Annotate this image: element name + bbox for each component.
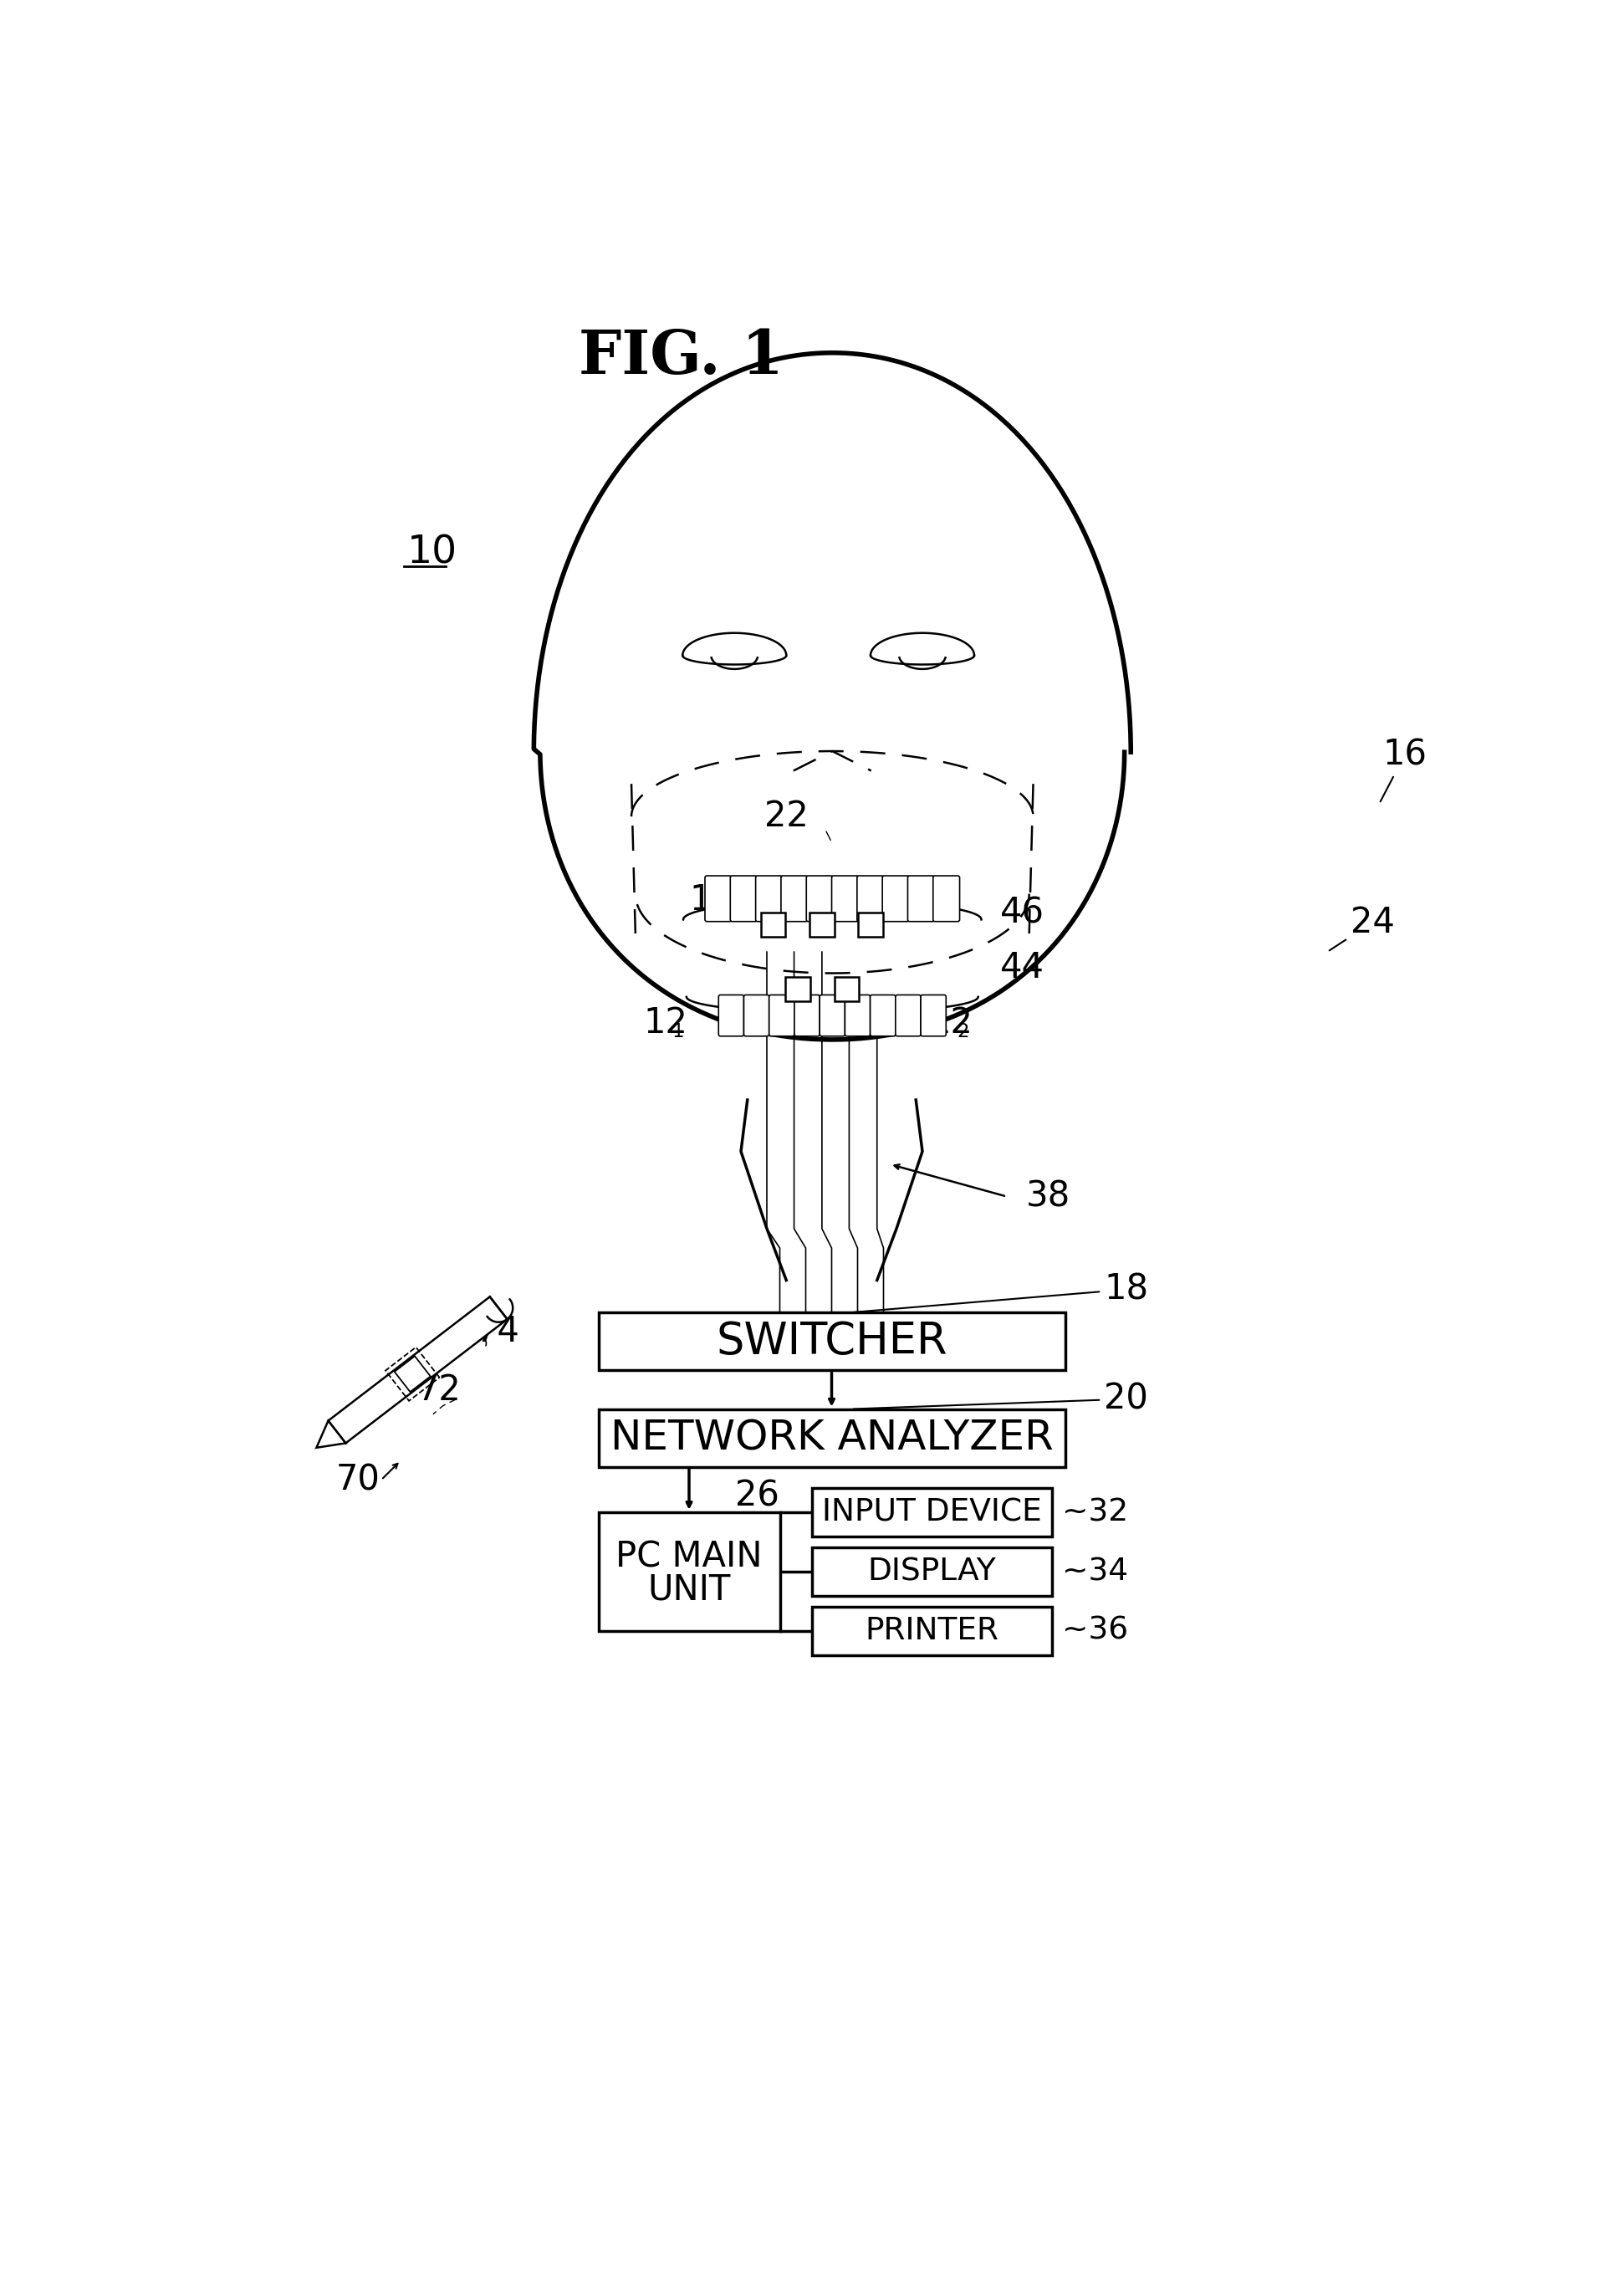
Text: 3: 3 xyxy=(867,900,879,918)
Text: ~34: ~34 xyxy=(1062,1557,1127,1587)
Text: UNIT: UNIT xyxy=(648,1573,731,1607)
Text: FIG. 1: FIG. 1 xyxy=(578,326,784,386)
Bar xyxy=(857,912,883,937)
FancyBboxPatch shape xyxy=(857,875,883,921)
Bar xyxy=(812,1488,1052,1536)
Text: 14: 14 xyxy=(763,882,807,918)
FancyBboxPatch shape xyxy=(820,994,844,1035)
FancyBboxPatch shape xyxy=(770,994,794,1035)
FancyBboxPatch shape xyxy=(895,994,921,1035)
FancyBboxPatch shape xyxy=(844,994,870,1035)
Text: 14: 14 xyxy=(689,882,734,918)
Text: 1: 1 xyxy=(718,900,729,918)
Text: 38: 38 xyxy=(1026,1178,1070,1215)
Text: ~36: ~36 xyxy=(1062,1616,1129,1646)
Text: 16: 16 xyxy=(1380,737,1427,801)
Text: DISPLAY: DISPLAY xyxy=(867,1557,997,1587)
FancyBboxPatch shape xyxy=(755,875,783,921)
FancyBboxPatch shape xyxy=(781,875,807,921)
FancyBboxPatch shape xyxy=(882,875,909,921)
FancyBboxPatch shape xyxy=(705,875,731,921)
Text: 72: 72 xyxy=(417,1373,461,1407)
Text: 44: 44 xyxy=(1000,951,1044,985)
Text: 2: 2 xyxy=(793,900,804,918)
FancyBboxPatch shape xyxy=(921,994,947,1035)
Text: SWITCHER: SWITCHER xyxy=(716,1320,947,1364)
Text: NETWORK ANALYZER: NETWORK ANALYZER xyxy=(611,1419,1052,1458)
Text: 1: 1 xyxy=(672,1022,684,1042)
Text: 18: 18 xyxy=(853,1272,1148,1313)
FancyBboxPatch shape xyxy=(870,994,895,1035)
Text: ~32: ~32 xyxy=(1062,1497,1129,1527)
Text: 2: 2 xyxy=(958,1022,970,1042)
Bar xyxy=(598,1513,780,1630)
Text: 12: 12 xyxy=(643,1006,689,1040)
FancyBboxPatch shape xyxy=(831,875,857,921)
Bar xyxy=(598,1313,1065,1371)
Bar xyxy=(810,912,835,937)
Text: 26: 26 xyxy=(736,1479,780,1513)
Text: 46: 46 xyxy=(1000,895,1044,930)
Polygon shape xyxy=(395,1357,430,1391)
Text: 14: 14 xyxy=(838,882,882,918)
FancyBboxPatch shape xyxy=(794,994,820,1035)
Bar xyxy=(835,976,859,1001)
Text: PRINTER: PRINTER xyxy=(866,1616,999,1646)
Text: 24: 24 xyxy=(1330,905,1395,951)
Bar xyxy=(812,1607,1052,1655)
FancyBboxPatch shape xyxy=(908,875,934,921)
Bar xyxy=(812,1548,1052,1596)
Bar xyxy=(598,1410,1065,1467)
FancyBboxPatch shape xyxy=(731,875,757,921)
Text: 12: 12 xyxy=(929,1006,973,1040)
Text: 70: 70 xyxy=(336,1463,380,1497)
Text: 20: 20 xyxy=(854,1382,1148,1417)
Bar xyxy=(786,976,810,1001)
Bar xyxy=(762,912,786,937)
FancyBboxPatch shape xyxy=(744,994,770,1035)
Text: INPUT DEVICE: INPUT DEVICE xyxy=(822,1497,1043,1527)
Text: PC MAIN: PC MAIN xyxy=(615,1541,762,1575)
FancyBboxPatch shape xyxy=(934,875,960,921)
Polygon shape xyxy=(328,1297,507,1444)
Text: 74: 74 xyxy=(476,1313,520,1350)
Polygon shape xyxy=(317,1421,346,1449)
FancyBboxPatch shape xyxy=(807,875,833,921)
Text: 10: 10 xyxy=(408,533,458,572)
FancyBboxPatch shape xyxy=(718,994,744,1035)
Text: 22: 22 xyxy=(765,799,809,833)
